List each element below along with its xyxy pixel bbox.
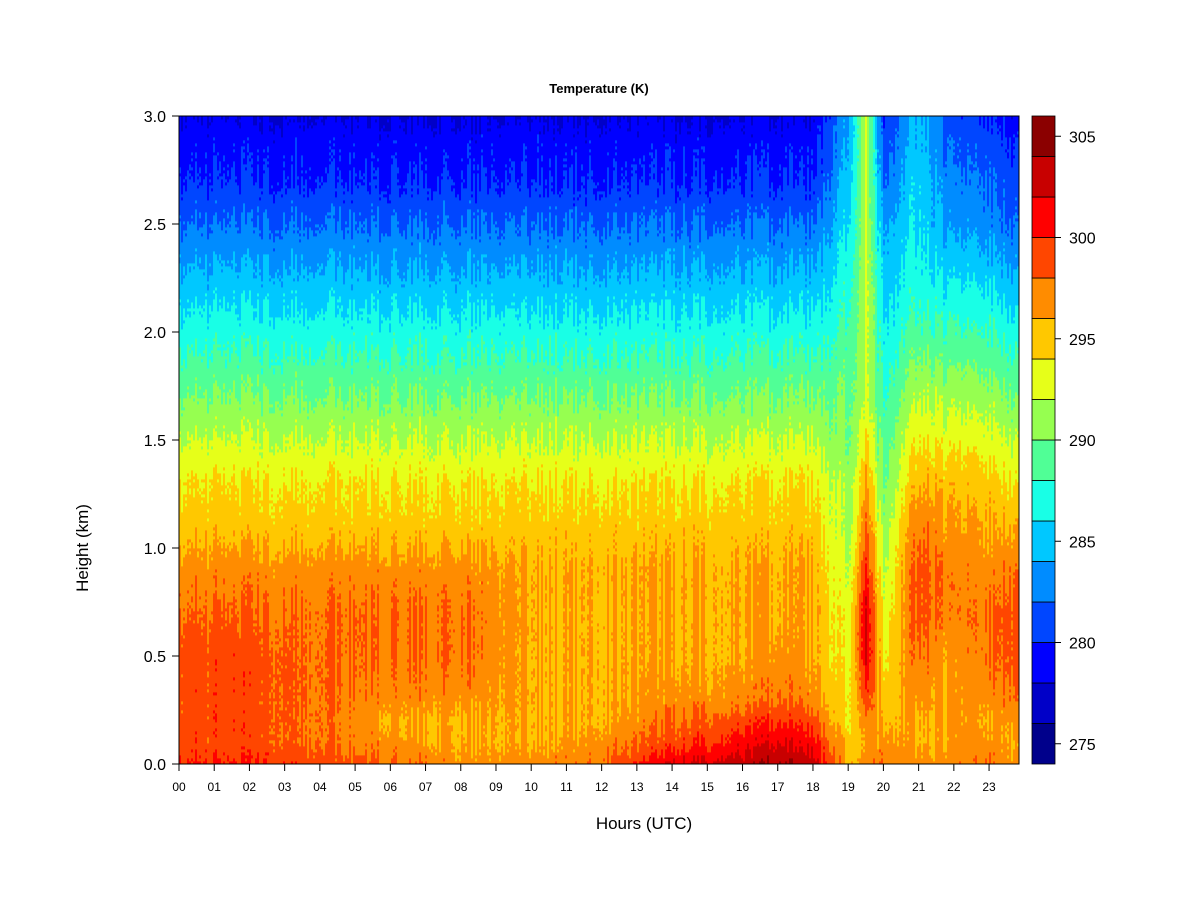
- colorbar-swatch: [1031, 156, 1056, 198]
- x-axis: 00 01 02 03 04 05 06 07 08 09 10 11 12 13 14 15 16 17 18 19…: [172, 764, 996, 794]
- chart-title: Temperature (K): [549, 81, 648, 96]
- x-tick-label: 01: [208, 780, 222, 794]
- colorbar-swatch: [1031, 115, 1056, 157]
- x-tick-label: 22: [947, 780, 961, 794]
- x-tick-label: 17: [771, 780, 785, 794]
- x-tick-label: 20: [877, 780, 891, 794]
- x-tick-label: 10: [525, 780, 539, 794]
- y-tick-label: 2.0: [144, 325, 166, 342]
- x-tick-label: 09: [489, 780, 503, 794]
- x-tick-label: 16: [736, 780, 750, 794]
- y-tick-label: 2.5: [144, 217, 166, 234]
- x-tick-label: 21: [912, 780, 926, 794]
- colorbar-swatch: [1031, 277, 1056, 319]
- colorbar-swatch: [1031, 196, 1056, 238]
- colorbar-swatch: [1031, 723, 1056, 765]
- x-axis-label: Hours (UTC): [596, 814, 692, 833]
- colorbar-swatch: [1031, 439, 1056, 481]
- colorbar-swatch: [1031, 601, 1056, 643]
- x-tick-label: 23: [982, 780, 996, 794]
- colorbar: 275 280 285 290 295 300 305: [1031, 115, 1096, 765]
- x-tick-label: 02: [243, 780, 257, 794]
- y-tick-label: 1.5: [144, 433, 166, 450]
- x-tick-label: 19: [842, 780, 856, 794]
- colorbar-swatch: [1031, 682, 1056, 724]
- colorbar-swatch: [1031, 237, 1056, 279]
- y-tick-label: 0.5: [144, 649, 166, 666]
- x-tick-label: 04: [313, 780, 327, 794]
- colorbar-tick-label: 285: [1069, 534, 1096, 551]
- colorbar-swatch: [1031, 318, 1056, 360]
- y-axis-label: Height (km): [73, 504, 92, 592]
- x-tick-label: 03: [278, 780, 292, 794]
- colorbar-tick-label: 295: [1069, 332, 1096, 349]
- colorbar-swatch: [1031, 642, 1056, 684]
- x-tick-label: 13: [630, 780, 644, 794]
- y-tick-label: 1.0: [144, 541, 166, 558]
- y-axis: 0.0 0.5 1.0 1.5 2.0 2.5 3.0: [144, 109, 179, 774]
- colorbar-tick-label: 275: [1069, 737, 1096, 754]
- x-tick-label: 11: [560, 780, 573, 794]
- x-tick-label: 07: [419, 780, 433, 794]
- x-tick-label: 18: [806, 780, 820, 794]
- x-tick-label: 14: [665, 780, 679, 794]
- colorbar-swatch: [1031, 480, 1056, 522]
- x-tick-label: 00: [172, 780, 186, 794]
- colorbar-tick-label: 290: [1069, 433, 1096, 450]
- colorbar-swatch: [1031, 399, 1056, 441]
- heatmap-field: [179, 116, 1020, 765]
- colorbar-swatch: [1031, 358, 1056, 400]
- colorbar-tick-label: 305: [1069, 129, 1096, 146]
- colorbar-swatch: [1031, 520, 1056, 562]
- y-tick-label: 0.0: [144, 757, 166, 774]
- colorbar-tick-label: 300: [1069, 231, 1096, 248]
- x-tick-label: 05: [348, 780, 362, 794]
- x-tick-label: 08: [454, 780, 468, 794]
- x-tick-label: 12: [595, 780, 609, 794]
- x-tick-label: 15: [701, 780, 715, 794]
- x-tick-label: 06: [384, 780, 398, 794]
- colorbar-tick-label: 280: [1069, 636, 1096, 653]
- y-tick-label: 3.0: [144, 109, 166, 126]
- colorbar-swatch: [1031, 561, 1056, 603]
